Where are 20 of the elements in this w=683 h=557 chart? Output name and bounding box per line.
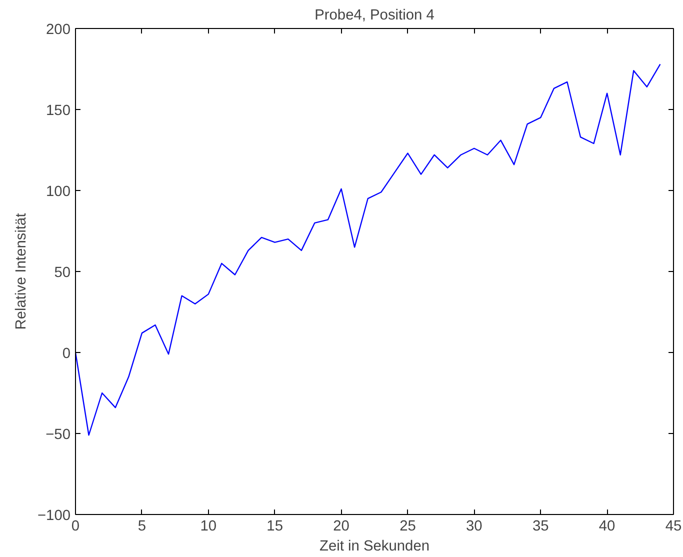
y-tick-label: −50: [46, 427, 71, 443]
x-tick-label: 30: [466, 518, 482, 534]
x-tick-label: 15: [266, 518, 283, 534]
x-tick-label: 5: [138, 518, 146, 534]
x-tick-label: 45: [665, 518, 682, 534]
y-tick-label: −100: [37, 508, 71, 524]
x-tick-label: 40: [598, 518, 616, 534]
x-tick-label: 35: [532, 518, 549, 534]
y-axis-title: Relative Intensität: [13, 213, 30, 330]
chart-title: Probe4, Position 4: [314, 8, 434, 24]
x-axis-title: Zeit in Sekunden: [320, 538, 430, 554]
y-tick-label: 0: [62, 346, 71, 362]
line-series: [76, 64, 661, 436]
x-tick-label: 10: [200, 518, 217, 534]
y-tick-label: 150: [46, 103, 71, 119]
y-tick-label: 200: [46, 22, 71, 38]
x-tick-label: 20: [333, 518, 350, 534]
x-tick-label: 25: [400, 518, 416, 534]
y-tick-label: 50: [54, 265, 71, 281]
y-tick-label: 100: [46, 184, 71, 200]
